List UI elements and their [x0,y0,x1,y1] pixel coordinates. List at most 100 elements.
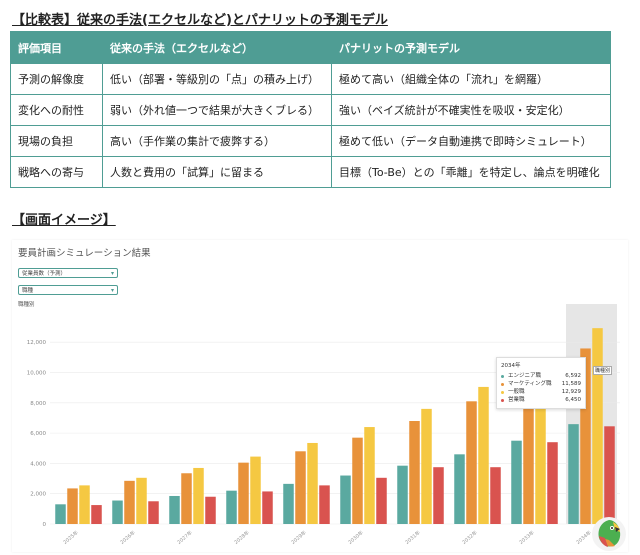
bar [238,462,249,524]
bar [250,456,261,524]
groupby-select[interactable]: 職種 ▾ [18,285,118,295]
bar [112,500,123,524]
column-header: 従来の手法（エクセルなど） [102,31,332,64]
bar [547,442,558,524]
y-tick-label: 0 [43,522,47,528]
bar [397,465,408,524]
tooltip-label: マーケティング職 [508,381,552,387]
chevron-down-icon: ▾ [110,287,114,294]
tooltip-year: 2034年 [501,363,521,369]
legend-dot-icon [501,398,504,402]
chevron-down-icon: ▾ [110,270,114,277]
y-tick-label: 6,000 [30,431,46,437]
bar [535,360,546,524]
y-tick-label: 8,000 [30,401,46,407]
table-row: 予測の解像度 低い（部署・等級別の「点」の積み上げ） 極めて高い（組織全体の「流… [10,63,611,95]
metric-select-value: 従業員数（予測） [22,271,67,277]
bar [580,348,591,524]
bar [454,454,465,524]
x-tick-label: 2025年 [62,529,80,546]
table-cell: 戦略への寄与 [10,156,103,188]
x-tick-label: 2027年 [176,529,194,546]
y-axis-label: 職種別 [18,302,35,308]
metric-select[interactable]: 従業員数（予測） ▾ [18,268,118,278]
bar [91,505,102,524]
x-tick-label: 2030年 [347,529,365,546]
table-cell: 予測の解像度 [10,63,103,95]
chart-page-title: 要員計画シミュレーション結果 [18,248,151,259]
bar [307,442,318,524]
bar [352,437,363,524]
tooltip-value: 11,589 [561,381,581,387]
comparison-heading: 【比較表】従来の手法(エクセルなど)とパナリットの予測モデル [12,13,388,28]
y-tick-label: 4,000 [30,461,46,467]
parrot-mascot-icon [592,517,626,551]
bar [376,477,387,524]
hover-series-label: 職種別 [593,366,613,375]
tooltip-value: 12,929 [561,389,581,395]
table-cell: 弱い（外れ値一つで結果が大きくブレる） [102,94,332,126]
bar [193,467,204,524]
bar [523,377,534,524]
x-tick-label: 2028年 [233,529,251,546]
table-header-row: 評価項目 従来の手法（エクセルなど） パナリットの予測モデル [10,31,611,64]
bar [466,401,477,524]
bar [262,491,273,524]
bar [409,421,420,524]
tooltip-label: エンジニア職 [508,373,542,379]
tooltip-value: 6,592 [565,373,581,379]
y-tick-label: 12,000 [27,340,47,346]
chart-tooltip: 2034年 エンジニア職 6,592 マーケティング職 11,589 一般職 1… [496,357,586,409]
tooltip-label: 一般職 [508,389,525,395]
bar [295,451,306,524]
comparison-table: 評価項目 従来の手法（エクセルなど） パナリットの予測モデル 予測の解像度 低い… [10,31,611,188]
bar [568,424,579,524]
screen-image-heading: 【画面イメージ】 [12,213,116,228]
legend-dot-icon [501,390,504,394]
legend-dot-icon [501,382,504,386]
tooltip-row: 一般職 12,929 [501,388,581,396]
bar [169,495,180,524]
tooltip-row: マーケティング職 11,589 [501,380,581,388]
tooltip-value: 6,450 [565,397,581,403]
x-tick-label: 2029年 [290,529,308,546]
x-tick-label: 2033年 [518,529,536,546]
table-cell: 目標（To-Be）との「乖離」を特定し、論点を明確化 [331,156,611,188]
table-cell: 高い（手作業の集計で疲弊する） [102,125,332,157]
bar [319,485,330,524]
x-tick-label: 2032年 [461,529,479,546]
bar [124,480,135,524]
y-tick-label: 10,000 [27,371,47,377]
x-tick-label: 2026年 [119,529,137,546]
bar [79,485,90,524]
table-cell: 低い（部署・等級別の「点」の積み上げ） [102,63,332,95]
legend-dot-icon [501,374,504,378]
bar [283,483,294,524]
tooltip-row: エンジニア職 6,592 [501,372,581,380]
y-tick-label: 2,000 [30,492,46,498]
tooltip-label: 営業職 [508,397,525,403]
bar [226,490,237,524]
bar [490,467,501,524]
bar [364,427,375,524]
table-cell: 極めて高い（組織全体の「流れ」を網羅） [331,63,611,95]
bar [148,501,159,524]
bar [421,408,432,524]
table-cell: 現場の負担 [10,125,103,157]
table-row: 現場の負担 高い（手作業の集計で疲弊する） 極めて低い（データ自動連携で即時シミ… [10,125,611,157]
bar [136,477,147,524]
column-header: パナリットの予測モデル [331,31,611,64]
x-tick-label: 2031年 [404,529,422,546]
bar [511,440,522,524]
groupby-select-value: 職種 [22,288,34,294]
bar [181,473,192,524]
bar [67,488,78,524]
bar [205,496,216,524]
bar [604,426,615,524]
bar [433,467,444,524]
table-row: 戦略への寄与 人数と費用の「試算」に留まる 目標（To-Be）との「乖離」を特定… [10,156,611,188]
table-row: 変化への耐性 弱い（外れ値一つで結果が大きくブレる） 強い（ベイズ統計が不確実性… [10,94,611,126]
tooltip-row: 営業職 6,450 [501,396,581,404]
bar [478,386,489,524]
